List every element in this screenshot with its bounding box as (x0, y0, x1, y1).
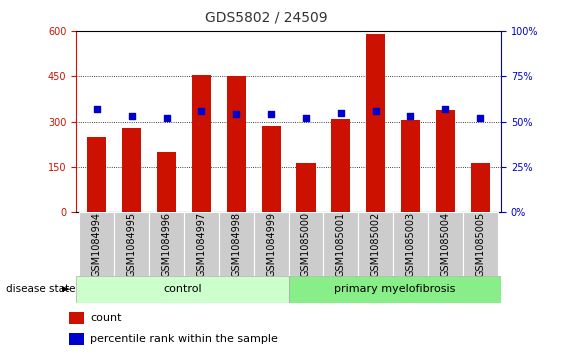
Text: disease state: disease state (6, 285, 75, 294)
Point (92, 106, 101, 112)
Bar (254, 212, 289, 276)
Point (441, 106, 450, 112)
Bar (69, 333, 84, 345)
Point (267, 111, 276, 117)
Text: GSM1085004: GSM1085004 (440, 212, 450, 277)
Bar (79, 212, 114, 276)
Bar (219, 212, 254, 276)
Point (336, 110, 345, 115)
Bar (157, 152, 176, 212)
Text: GSM1085000: GSM1085000 (301, 212, 311, 277)
Text: count: count (90, 313, 122, 323)
Text: GSM1085001: GSM1085001 (336, 212, 346, 277)
Bar (149, 212, 184, 276)
Point (371, 108, 380, 114)
Bar (122, 128, 141, 212)
Bar (401, 120, 420, 212)
Bar (323, 212, 358, 276)
Point (301, 115, 310, 121)
Point (232, 111, 241, 117)
Bar (366, 34, 385, 212)
Text: ►: ► (62, 285, 70, 294)
Text: GSM1084996: GSM1084996 (162, 212, 172, 277)
Bar (76, 276, 289, 303)
Bar (184, 212, 219, 276)
Text: GSM1085003: GSM1085003 (405, 212, 415, 277)
Text: GSM1084999: GSM1084999 (266, 212, 276, 277)
Point (476, 115, 485, 121)
Bar (428, 212, 463, 276)
Bar (296, 163, 315, 212)
Bar (393, 212, 428, 276)
Text: GDS5802 / 24509: GDS5802 / 24509 (205, 11, 327, 25)
Bar (69, 312, 84, 324)
Text: control: control (163, 285, 202, 294)
Text: GSM1085002: GSM1085002 (370, 212, 381, 277)
Text: percentile rank within the sample: percentile rank within the sample (90, 334, 278, 344)
Bar (192, 75, 211, 212)
Text: primary myelofibrosis: primary myelofibrosis (334, 285, 455, 294)
Bar (436, 110, 455, 212)
Bar (331, 119, 350, 212)
Point (162, 115, 171, 121)
Point (197, 108, 206, 114)
Bar (114, 212, 149, 276)
Bar (358, 212, 393, 276)
Bar (227, 76, 246, 212)
Bar (289, 212, 323, 276)
Text: GSM1084998: GSM1084998 (231, 212, 242, 277)
Bar (463, 212, 498, 276)
Bar (471, 163, 490, 212)
Bar (262, 126, 281, 212)
Point (406, 113, 415, 119)
Text: GSM1084997: GSM1084997 (196, 212, 207, 277)
Text: GSM1084995: GSM1084995 (127, 212, 137, 277)
Text: GSM1084994: GSM1084994 (92, 212, 102, 277)
Point (127, 113, 136, 119)
Bar (87, 137, 106, 212)
Bar (289, 276, 501, 303)
Text: GSM1085005: GSM1085005 (475, 212, 485, 277)
